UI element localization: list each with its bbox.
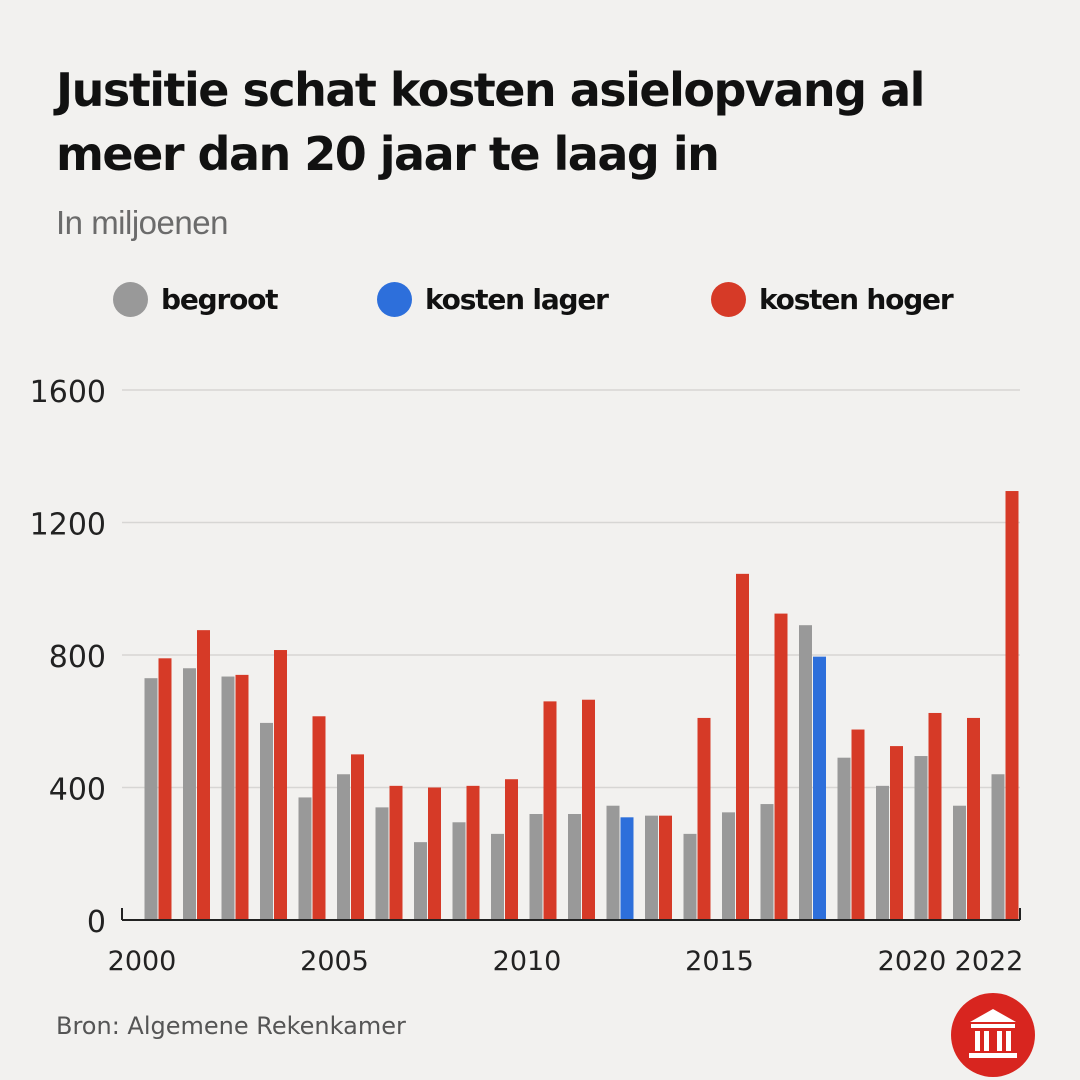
bar-kosten (428, 787, 441, 920)
bar-kosten (1005, 491, 1019, 920)
bar-chart: 0 400 800 1200 1600 2000 2005 2010 2015 2020 2022 (30, 375, 1024, 977)
bar-kosten (466, 785, 480, 920)
bar-begroot (568, 814, 581, 920)
bar-begroot (452, 822, 466, 920)
bar-kosten (312, 716, 326, 920)
bar-kosten (158, 658, 172, 920)
x-tick-label: 2015 (685, 946, 754, 977)
chart-subtitle: In miljoenen (56, 204, 228, 241)
bar-begroot (144, 678, 158, 920)
bar-begroot (183, 668, 196, 920)
bar-kosten (813, 656, 826, 920)
bar-begroot (260, 722, 273, 920)
legend-label-kosten-hoger: kosten hoger (759, 283, 954, 316)
bar-kosten (851, 729, 865, 920)
legend-label-begroot: begroot (161, 283, 279, 316)
bar-begroot (722, 812, 735, 920)
bar-begroot (914, 756, 928, 920)
bar-kosten (928, 712, 942, 920)
y-tick-label: 0 (87, 905, 106, 940)
bar-kosten (774, 613, 788, 920)
bar-kosten (582, 699, 595, 920)
x-tick-label: 2010 (493, 946, 562, 977)
bar-begroot (876, 785, 889, 920)
bar-begroot (683, 833, 697, 920)
bar-begroot (606, 805, 620, 920)
legend-item-begroot: begroot (113, 282, 279, 317)
bar-kosten (197, 630, 210, 920)
bar-kosten (351, 754, 364, 920)
bar-kosten (967, 717, 980, 920)
y-tick-label: 400 (49, 773, 106, 808)
source-note: Bron: Algemene Rekenkamer (56, 1012, 406, 1040)
legend-label-kosten-lager: kosten lager (425, 283, 609, 316)
x-tick-label: 2000 (108, 946, 177, 977)
legend-item-kosten-lager: kosten lager (377, 282, 609, 317)
courthouse-icon (951, 993, 1035, 1077)
bar-kosten (235, 674, 249, 920)
bar-begroot (221, 676, 235, 920)
legend-item-kosten-hoger: kosten hoger (711, 282, 954, 317)
chart-title: Justitie schat kosten asielopvang al mee… (56, 63, 925, 181)
y-tick-label: 1200 (30, 508, 106, 543)
bar-kosten (697, 717, 711, 920)
bar-kosten (389, 785, 403, 920)
bar-kosten (890, 746, 903, 920)
legend: begroot kosten lager kosten hoger (0, 282, 1080, 322)
bar-begroot (799, 625, 812, 920)
bar-kosten (736, 573, 749, 920)
x-tick-label: 2005 (300, 946, 369, 977)
bar-begroot (298, 797, 312, 920)
bar-kosten (505, 779, 518, 920)
bar-kosten (274, 650, 287, 920)
bar-kosten (543, 701, 557, 920)
bar-begroot (953, 805, 966, 920)
bar-begroot (760, 804, 774, 920)
bar-kosten (659, 815, 672, 920)
bar-begroot (414, 842, 427, 920)
legend-dot-kosten-lager (377, 282, 412, 317)
y-tick-label: 800 (49, 640, 106, 675)
x-tick-label: 2022 (955, 946, 1024, 977)
bar-begroot (375, 807, 389, 920)
bar-begroot (991, 774, 1005, 920)
bar-begroot (529, 814, 543, 920)
bar-begroot (491, 833, 504, 920)
bar-kosten (620, 817, 634, 920)
bar-begroot (645, 815, 658, 920)
bar-begroot (337, 774, 350, 920)
legend-dot-kosten-hoger (711, 282, 746, 317)
legend-dot-begroot (113, 282, 148, 317)
y-tick-label: 1600 (30, 375, 106, 410)
x-tick-label: 2020 (878, 946, 947, 977)
bar-begroot (837, 757, 851, 920)
